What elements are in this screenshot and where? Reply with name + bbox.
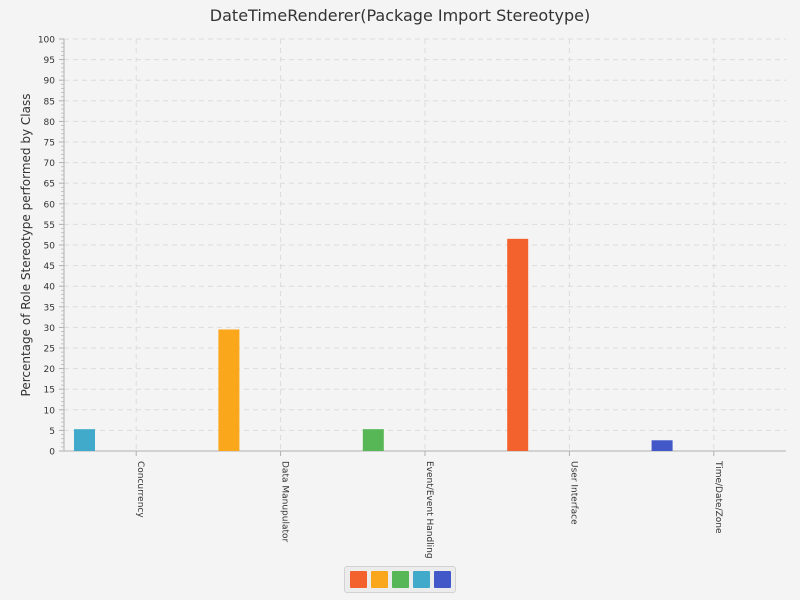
bar xyxy=(218,329,240,451)
legend-swatch xyxy=(349,571,367,588)
bar xyxy=(507,238,529,451)
y-tick-label: 10 xyxy=(44,406,56,416)
y-tick-label: 20 xyxy=(44,365,56,375)
x-tick-label: Concurrency xyxy=(135,461,145,518)
chart-title: DateTimeRenderer(Package Import Stereoty… xyxy=(209,6,591,25)
legend-swatch xyxy=(433,571,451,588)
y-tick-label: 45 xyxy=(44,262,55,272)
y-tick-label: 100 xyxy=(38,36,55,46)
y-tick-label: 55 xyxy=(44,221,55,231)
bar xyxy=(651,440,673,451)
y-tick-label: 30 xyxy=(44,324,56,334)
x-tick-label: Time/Date/Zone xyxy=(713,460,723,534)
bar xyxy=(362,429,384,451)
y-tick-label: 90 xyxy=(44,77,56,87)
y-tick-label: 50 xyxy=(44,242,56,252)
x-tick-label: User Interface xyxy=(568,461,578,525)
y-tick-label: 15 xyxy=(44,386,55,396)
legend-swatch xyxy=(391,571,409,588)
y-axis-label: Percentage of Role Stereotype performed … xyxy=(19,94,33,397)
y-tick-label: 75 xyxy=(44,139,55,149)
y-tick-label: 5 xyxy=(49,427,55,437)
legend-swatch xyxy=(370,571,388,588)
y-tick-label: 80 xyxy=(44,118,56,128)
y-tick-label: 35 xyxy=(44,303,55,313)
y-tick-label: 0 xyxy=(49,448,55,458)
y-tick-label: 65 xyxy=(44,180,55,190)
y-tick-label: 25 xyxy=(44,345,55,355)
y-tick-label: 70 xyxy=(44,159,56,169)
y-tick-label: 95 xyxy=(44,56,55,66)
legend-swatch xyxy=(412,571,430,588)
chart-legend xyxy=(344,566,456,593)
y-tick-label: 60 xyxy=(44,200,56,210)
y-tick-label: 40 xyxy=(44,283,56,293)
x-tick-label: Event/Event Handling xyxy=(424,461,434,559)
y-tick-label: 85 xyxy=(44,97,55,107)
x-tick-label: Data Manupulator xyxy=(280,461,290,543)
bar xyxy=(74,429,95,451)
